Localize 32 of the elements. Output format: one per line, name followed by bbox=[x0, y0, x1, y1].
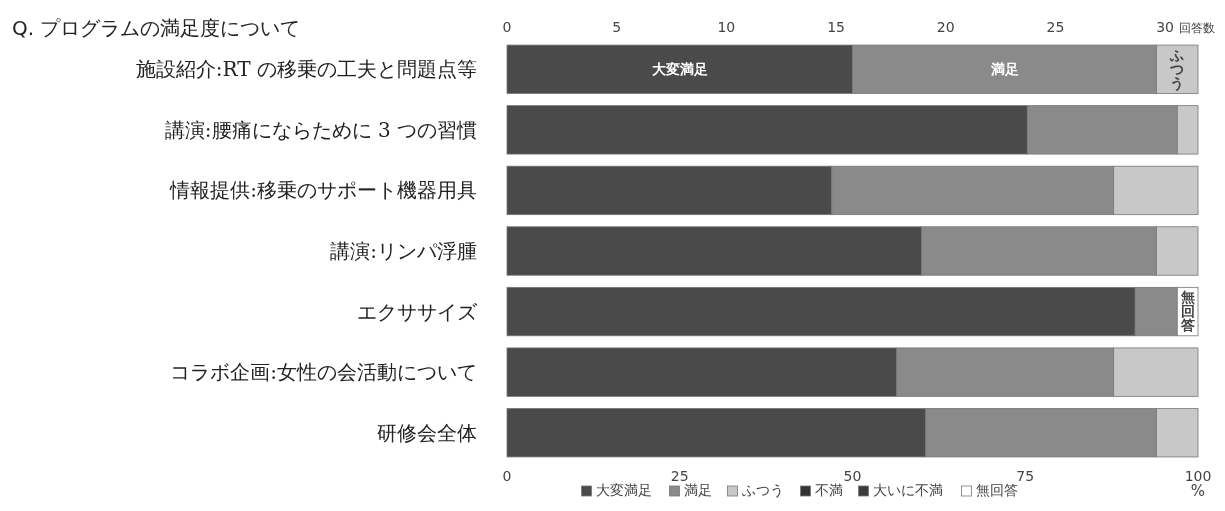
legend-label: 無回答 bbox=[975, 482, 1018, 498]
legend-label: 大いに不満 bbox=[872, 482, 943, 498]
legend-label: ふつう bbox=[740, 482, 784, 498]
annotation: 満足 bbox=[989, 61, 1019, 78]
legend-label: 満足 bbox=[683, 482, 712, 498]
x2-tick-label: 5 bbox=[612, 19, 622, 35]
y-tick-label: 施設紹介:RT の移乗の工夫と問題点等 bbox=[135, 57, 477, 82]
x2-axis-title: 回答数 bbox=[1179, 21, 1216, 35]
y-tick-label: 研修会全体 bbox=[377, 420, 477, 445]
y-tick-label: コラボ企画:女性の会活動について bbox=[170, 360, 477, 385]
x-tick-label: 75 bbox=[1016, 468, 1035, 484]
x2-tick-label: 20 bbox=[936, 19, 955, 35]
text: Q. プログラムの満足度について bbox=[12, 16, 301, 40]
y-tick-label: 講演:腰痛にならために 3 つの習慣 bbox=[164, 117, 477, 142]
y-tick-label: 情報提供:移乗のサポート機器用具 bbox=[169, 178, 477, 203]
x2-tick-label: 0 bbox=[502, 19, 512, 35]
x2-tick-label: 10 bbox=[717, 19, 736, 35]
y-tick-label: エクササイズ bbox=[357, 299, 478, 324]
x-tick-label: 50 bbox=[843, 468, 862, 484]
x2-tick-label: 30 bbox=[1156, 19, 1175, 35]
x2-tick-label: 15 bbox=[827, 19, 845, 35]
legend-label: 不満 bbox=[814, 482, 843, 498]
annotation: ふつう bbox=[1169, 47, 1185, 93]
x-tick-label: 25 bbox=[670, 468, 689, 484]
x2-tick-label: 25 bbox=[1046, 19, 1065, 35]
y-tick-label: 講演:リンパ浮腫 bbox=[330, 239, 477, 263]
x-tick-label: 0 bbox=[502, 468, 512, 484]
legend-label: 大変満足 bbox=[595, 482, 652, 498]
x-tick-label: 100 bbox=[1184, 468, 1212, 484]
annotation: 大変満足 bbox=[651, 61, 708, 78]
x-axis-title: % bbox=[1190, 482, 1206, 500]
annotation: 無回答 bbox=[1179, 289, 1195, 334]
